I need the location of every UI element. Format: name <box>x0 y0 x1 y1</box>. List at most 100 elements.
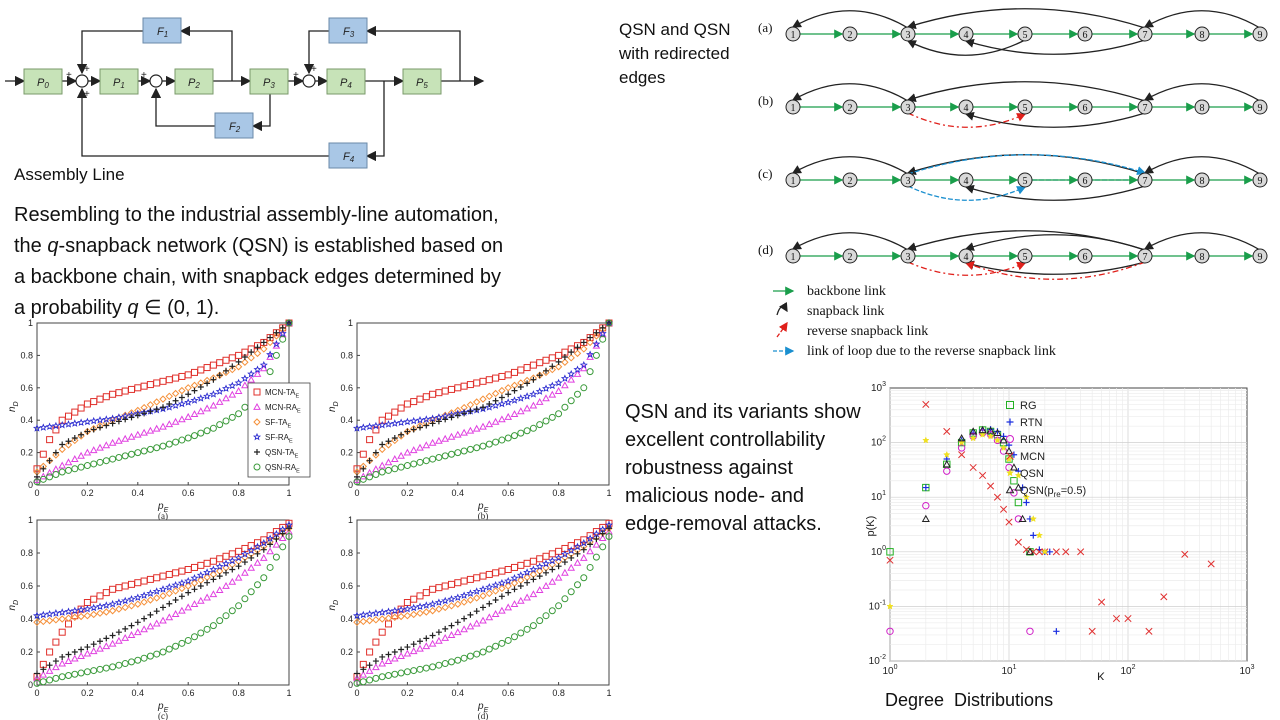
data-point <box>922 436 930 444</box>
data-point <box>390 455 399 462</box>
data-point <box>592 332 601 340</box>
data-point <box>886 602 894 610</box>
x-tick-label: 0.4 <box>452 688 465 698</box>
x-tick-label: 102 <box>1120 664 1135 677</box>
data-point <box>240 550 249 558</box>
node-label: 2 <box>848 30 853 41</box>
data-point <box>429 455 437 463</box>
data-point <box>397 669 405 677</box>
data-point <box>592 540 601 548</box>
svg-text:+: + <box>84 64 90 75</box>
data-point <box>197 629 205 637</box>
data-point <box>64 420 73 428</box>
data-point <box>273 535 280 542</box>
data-point <box>416 644 424 652</box>
data-point <box>235 602 243 610</box>
data-point <box>178 436 186 444</box>
data-point <box>70 606 79 615</box>
data-point <box>378 673 386 681</box>
data-point <box>429 420 436 427</box>
legend-snapback-sample <box>776 301 788 316</box>
data-point <box>278 329 287 337</box>
data-point <box>529 390 538 398</box>
data-point <box>453 593 462 601</box>
data-point <box>359 450 367 458</box>
data-point <box>71 613 79 622</box>
data-point <box>390 419 399 427</box>
data-point <box>1018 514 1027 522</box>
data-point <box>177 399 186 408</box>
data-point <box>122 416 129 423</box>
data-point <box>921 514 930 522</box>
x-tick-label: 0 <box>34 688 39 698</box>
data-point <box>228 365 237 374</box>
chart-panel-b: 00 0.2 0.2 0.4 0.4 0.6 0.6 0.8 0.8 1 1 pE nD (b) <box>327 318 614 521</box>
x-tick-label: 103 <box>1239 664 1254 677</box>
data-point <box>127 631 136 638</box>
data-point <box>429 663 437 671</box>
qsn-legend: backbone link snapback link reverse snapba… <box>773 284 1056 359</box>
data-point <box>254 581 261 589</box>
assembly-caption: Assembly Line <box>14 165 125 184</box>
data-point <box>216 617 224 625</box>
data-point <box>511 387 518 394</box>
node-label: 5 <box>1023 30 1028 41</box>
data-point <box>447 432 456 440</box>
data-point <box>385 466 392 474</box>
data-point <box>422 608 431 616</box>
data-point <box>184 398 193 406</box>
y-tick-label: 0.2 <box>340 647 353 657</box>
data-point <box>536 372 543 379</box>
data-point <box>461 410 468 417</box>
x-tick-label: 0.4 <box>132 488 145 498</box>
data-point <box>178 593 185 600</box>
data-point <box>90 426 97 433</box>
panel-label: (c) <box>158 711 168 720</box>
data-point <box>39 617 48 626</box>
data-point <box>472 424 481 432</box>
data-point <box>568 554 575 561</box>
series-sf-rae <box>32 520 294 619</box>
data-point <box>403 668 411 676</box>
data-point <box>391 435 398 442</box>
data-point <box>147 408 154 415</box>
data-point <box>128 658 135 666</box>
data-point <box>272 529 281 538</box>
data-point <box>555 358 562 365</box>
data-point <box>146 445 154 453</box>
data-point <box>378 420 387 429</box>
data-point <box>203 404 211 412</box>
data-point <box>108 438 117 446</box>
node-4 <box>958 172 974 188</box>
data-point <box>115 661 123 669</box>
data-point <box>409 603 418 612</box>
data-point <box>593 329 600 336</box>
data-point <box>1014 538 1022 546</box>
data-point <box>40 465 47 472</box>
data-point <box>184 434 192 442</box>
data-point <box>134 449 142 457</box>
data-point <box>222 581 230 589</box>
data-point <box>384 441 393 449</box>
data-point <box>89 446 98 454</box>
data-point <box>1088 627 1096 635</box>
data-point <box>134 619 141 626</box>
data-point <box>191 387 198 394</box>
data-point <box>165 613 174 621</box>
data-point <box>51 609 60 617</box>
legend-marker <box>252 432 262 441</box>
data-point <box>472 398 481 406</box>
data-point <box>1025 547 1035 555</box>
data-point <box>39 450 47 458</box>
data-point <box>259 553 268 561</box>
snapback-link <box>906 81 1146 103</box>
data-point <box>958 451 966 459</box>
data-point <box>146 622 155 630</box>
data-point <box>993 428 1002 437</box>
assembly-line-diagram: P0 P1 P2 P3 P4 P5 F1 F2 F3 F4 + + + + + … <box>5 17 485 169</box>
series-sf-rae <box>32 318 294 432</box>
data-point <box>529 565 538 573</box>
data-point <box>228 577 237 585</box>
data-point <box>121 434 130 442</box>
data-point <box>454 412 461 419</box>
